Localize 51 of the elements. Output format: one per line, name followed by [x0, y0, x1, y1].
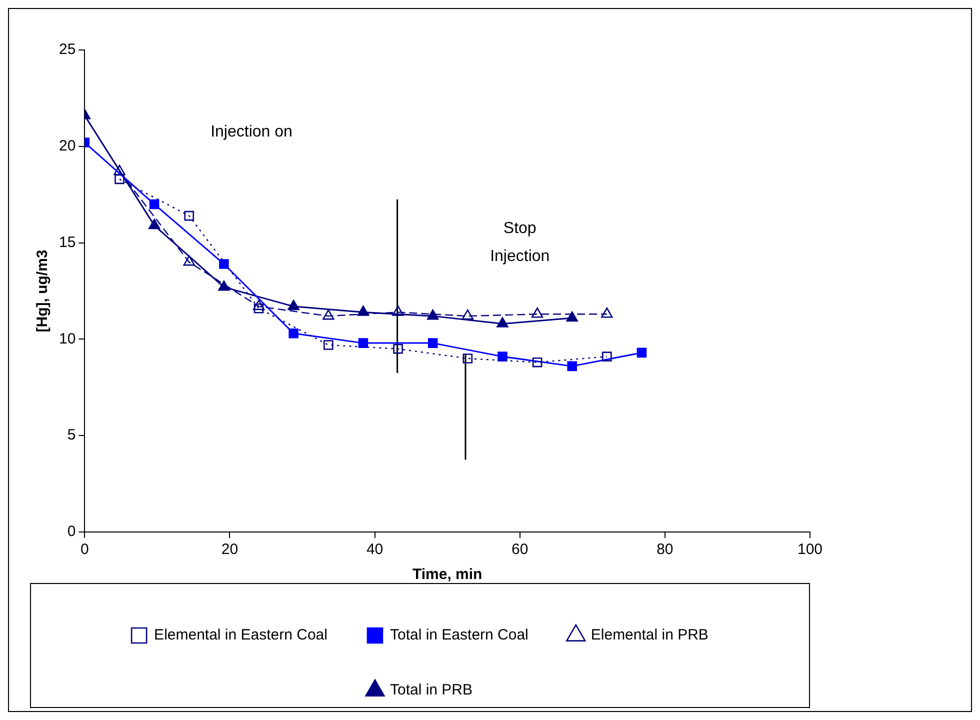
- y-tick-label: 15: [58, 234, 76, 251]
- point: [219, 259, 229, 269]
- x-tick-label: 20: [221, 541, 238, 558]
- point: [114, 174, 124, 184]
- point: [498, 352, 508, 362]
- legend-label: Elemental in Eastern Coal: [154, 626, 328, 644]
- point: [252, 300, 265, 310]
- point: [462, 354, 473, 364]
- point: [428, 338, 438, 348]
- point: [532, 357, 542, 368]
- point: [496, 317, 508, 328]
- y-tick-label: 10: [58, 330, 76, 348]
- point: [566, 311, 578, 322]
- x-axis-title: Time, min: [412, 566, 482, 584]
- point: [288, 328, 298, 338]
- point: [114, 164, 126, 176]
- point: [601, 307, 613, 318]
- y-tick-label: 20: [58, 138, 76, 155]
- annotation: Injection on: [210, 123, 292, 140]
- point: [183, 255, 195, 266]
- x-tick-label: 60: [512, 541, 528, 558]
- point: [254, 303, 264, 314]
- point: [426, 309, 439, 320]
- point: [357, 306, 370, 316]
- x-tick-label: 0: [80, 541, 89, 558]
- point: [358, 338, 368, 348]
- point: [184, 210, 194, 221]
- point: [462, 309, 474, 320]
- x-tick-label: 40: [366, 541, 384, 558]
- point: [288, 300, 300, 310]
- point: [636, 348, 647, 358]
- x-tick-label: 100: [797, 541, 823, 558]
- legend-label: Total in Eastern Coal: [390, 626, 528, 644]
- point: [567, 361, 577, 372]
- point: [324, 340, 334, 350]
- legend-label: Total in PRB: [390, 682, 473, 699]
- annotation: Stop Injection: [490, 220, 550, 266]
- y-tick-label: 25: [58, 41, 76, 58]
- y-tick-label: 5: [67, 426, 76, 444]
- point: [392, 306, 404, 316]
- y-tick-label: 0: [67, 523, 76, 540]
- point: [602, 352, 612, 362]
- legend-label: Elemental in PRB: [590, 626, 708, 644]
- y-axis-title: [Hg], ug/m3: [34, 250, 52, 332]
- point: [393, 344, 403, 354]
- point: [322, 309, 334, 320]
- point: [149, 199, 160, 210]
- point: [531, 307, 544, 318]
- point: [148, 218, 160, 230]
- point: [218, 280, 230, 291]
- x-tick-label: 80: [656, 541, 674, 558]
